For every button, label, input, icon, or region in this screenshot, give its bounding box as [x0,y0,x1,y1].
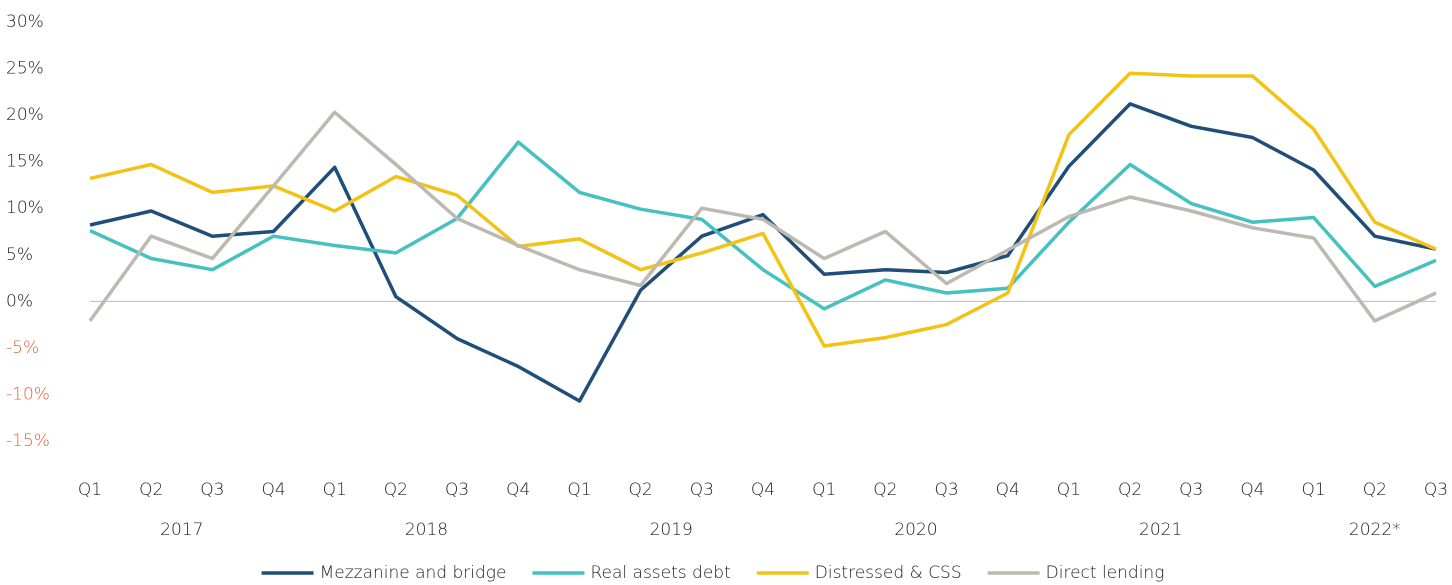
year-label: 2019 [650,520,693,540]
x-tick-label: Q3 [445,480,469,500]
x-tick-label: Q3 [934,480,958,500]
x-tick-label: Q3 [1179,480,1203,500]
series-line [89,140,1437,311]
x-tick-label: Q2 [384,480,408,500]
x-tick-label: Q1 [323,480,347,500]
x-tick-label: Q1 [78,480,102,500]
x-tick-label: Q2 [629,480,653,500]
x-tick-label: Q2 [139,480,163,500]
year-label: 2017 [160,520,203,540]
x-tick-label: Q2 [873,480,897,500]
y-tick-label: -5% [6,338,39,358]
y-tick-label: 20% [6,105,44,125]
legend-label: Mezzanine and bridge [320,563,507,583]
x-tick-label: Q4 [751,480,775,500]
year-label: 2021 [1139,520,1182,540]
x-tick-label: Q3 [690,480,714,500]
series-line [89,71,1437,348]
year-label: 2018 [405,520,448,540]
x-tick-label: Q1 [1302,480,1326,500]
legend-label: Distressed & CSS [815,563,962,583]
x-tick-label: Q4 [1240,480,1264,500]
y-tick-label: 10% [6,198,44,218]
x-tick-label: Q2 [1118,480,1142,500]
y-tick-label: 5% [6,245,33,265]
x-tick-label: Q4 [506,480,530,500]
y-tick-label: -10% [6,384,50,404]
x-tick-label: Q1 [1057,480,1081,500]
y-tick-label: 15% [6,152,44,172]
x-tick-label: Q1 [812,480,836,500]
legend-label: Real assets debt [590,563,730,583]
y-tick-label: -15% [6,431,50,451]
y-tick-label: 30% [6,12,44,32]
y-tick-label: 25% [6,59,44,79]
x-tick-label: Q3 [1424,480,1448,500]
x-tick-label: Q3 [200,480,224,500]
legend-label: Direct lending [1046,563,1165,583]
x-tick-label: Q4 [261,480,285,500]
y-tick-label: 0% [6,291,33,311]
x-tick-label: Q2 [1363,480,1387,500]
year-label: 2020 [894,520,937,540]
year-label: 2022* [1349,520,1401,540]
x-tick-label: Q1 [567,480,591,500]
x-tick-label: Q4 [996,480,1020,500]
series-line [89,102,1437,403]
series-line [88,110,1437,323]
